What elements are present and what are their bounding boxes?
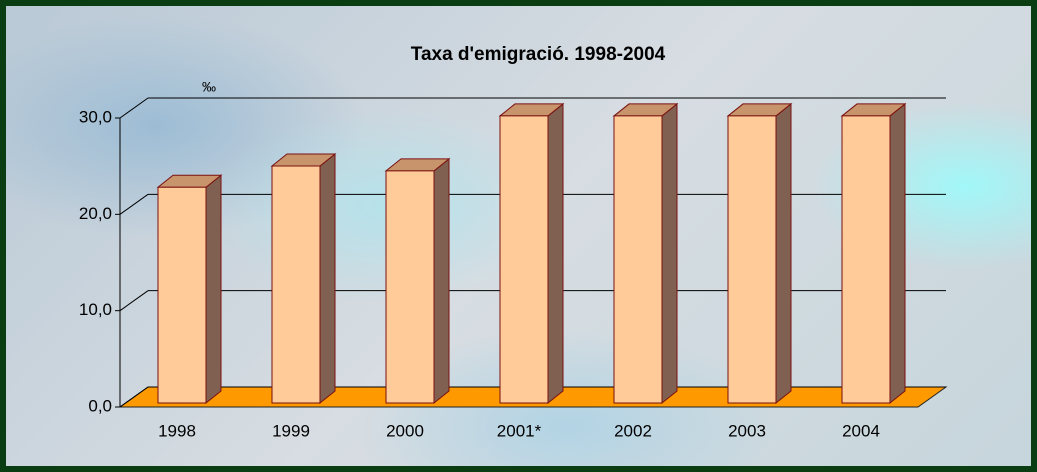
x-tick-label: 1998 <box>158 421 196 440</box>
bar-front <box>499 115 549 404</box>
chart: Taxa d'emigració. 1998-2004 ‰ 0,0 10,0 20,… <box>79 44 948 440</box>
bar-side <box>661 102 678 405</box>
bar-side <box>433 157 450 405</box>
bar <box>156 174 223 405</box>
bar <box>384 157 451 405</box>
x-tick-label: 2004 <box>842 421 880 440</box>
bar-side <box>889 102 906 405</box>
bar-front <box>157 186 207 404</box>
bar <box>840 102 907 405</box>
grid-side <box>119 97 149 119</box>
bar-front <box>841 115 891 404</box>
x-tick-label: 1999 <box>272 421 310 440</box>
chart-title: Taxa d'emigració. 1998-2004 <box>411 44 666 65</box>
x-tick-label: 2002 <box>614 421 652 440</box>
grid-side <box>119 386 149 408</box>
y-tick-label: 30,0 <box>79 107 112 126</box>
grid-side <box>119 193 149 215</box>
bar-front <box>385 170 435 404</box>
y-tick-label: 10,0 <box>79 300 112 319</box>
x-tick-label: 2001* <box>497 421 542 440</box>
x-tick-label: 2000 <box>386 421 424 440</box>
y-unit: ‰ <box>202 79 216 95</box>
bar-side <box>775 102 792 405</box>
bar-side <box>319 152 336 405</box>
y-tick-label: 20,0 <box>79 204 112 223</box>
y-tick-label: 0,0 <box>88 396 112 415</box>
bar <box>498 102 565 405</box>
bar-front <box>727 115 777 404</box>
grid-side <box>119 290 149 312</box>
x-tick-label: 2003 <box>728 421 766 440</box>
bar <box>726 102 793 405</box>
bar <box>612 102 679 405</box>
bar <box>270 152 337 405</box>
bar-side <box>205 174 222 405</box>
bar-side <box>547 102 564 405</box>
bar-front <box>271 165 321 404</box>
bar-front <box>613 115 663 404</box>
